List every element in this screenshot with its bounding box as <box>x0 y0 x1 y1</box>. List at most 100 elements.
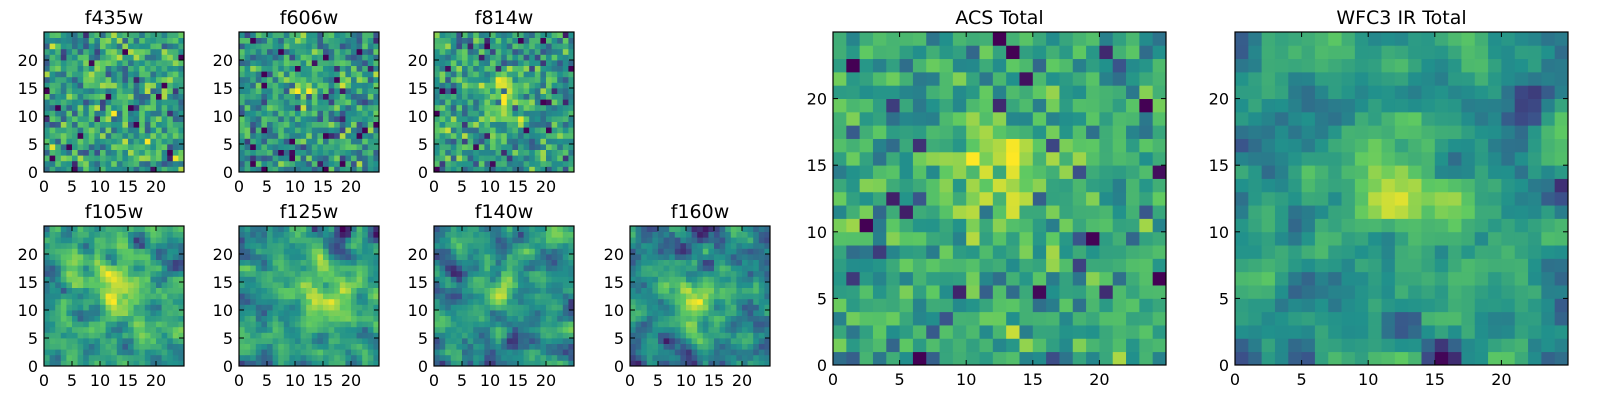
heatmap-cell <box>334 160 341 167</box>
heatmap-cell <box>630 349 636 356</box>
heatmap-cell <box>456 37 463 44</box>
heatmap-cell <box>116 65 123 72</box>
heatmap-cell <box>161 54 168 61</box>
heatmap-cell <box>156 32 162 38</box>
heatmap-cell <box>328 248 335 255</box>
heatmap-cell <box>178 276 185 283</box>
heatmap-cell <box>328 265 335 272</box>
x-tick-label: 10 <box>285 177 305 196</box>
heatmap-cell <box>708 282 715 288</box>
heatmap-cell <box>445 293 452 300</box>
heatmap-cell <box>66 276 73 283</box>
heatmap-cell <box>105 43 112 50</box>
heatmap-cell <box>345 360 352 367</box>
heatmap-cell <box>512 71 519 78</box>
heatmap-cell <box>334 88 341 94</box>
heatmap-cell <box>658 349 664 356</box>
heatmap-cell <box>244 76 251 83</box>
heatmap-cell <box>512 265 519 272</box>
heatmap-cell <box>105 276 112 283</box>
heatmap-cell <box>323 259 329 266</box>
heatmap-cell <box>714 321 720 328</box>
heatmap-cell <box>562 259 569 266</box>
heatmap-cell <box>306 43 313 50</box>
heatmap-cell <box>658 332 664 339</box>
heatmap-cell <box>362 166 369 173</box>
heatmap-cell <box>83 248 90 255</box>
heatmap-cell <box>88 160 95 167</box>
heatmap-cell <box>551 76 558 83</box>
heatmap-cell <box>467 310 474 316</box>
heatmap-cell <box>484 127 491 134</box>
heatmap-cell <box>534 99 541 106</box>
heatmap-cell <box>473 315 480 322</box>
heatmap-cell <box>267 48 273 55</box>
heatmap-cell <box>1152 258 1167 273</box>
heatmap-cell <box>289 360 296 367</box>
heatmap-cell <box>686 354 692 361</box>
heatmap-cell <box>328 166 335 173</box>
heatmap-cell <box>345 127 352 134</box>
heatmap-cell <box>133 104 140 111</box>
heatmap-cell <box>367 110 374 117</box>
heatmap-cell <box>562 71 569 78</box>
heatmap-cell <box>551 32 558 38</box>
heatmap-cell <box>100 282 106 288</box>
heatmap-cell <box>278 310 285 316</box>
heatmap-cell <box>255 248 262 255</box>
heatmap-cell <box>323 37 329 44</box>
heatmap-cell <box>122 265 129 272</box>
heatmap-cell <box>518 259 524 266</box>
heatmap-cell <box>116 116 123 122</box>
heatmap-cell <box>456 88 463 94</box>
x-tick-label: 0 <box>234 371 244 390</box>
heatmap-cell <box>72 332 78 339</box>
heatmap-cell <box>94 65 101 72</box>
heatmap-cell <box>49 259 56 266</box>
heatmap-cell <box>328 32 335 38</box>
heatmap-cell <box>144 326 151 333</box>
heatmap-cell <box>635 259 642 266</box>
heatmap-cell <box>116 110 123 117</box>
heatmap-cell <box>49 332 56 339</box>
heatmap-cell <box>60 287 67 294</box>
heatmap-cell <box>83 32 90 38</box>
heatmap-cell <box>328 93 335 100</box>
heatmap-cell <box>1152 178 1167 193</box>
heatmap-cell <box>66 160 73 167</box>
heatmap-cell <box>77 88 84 94</box>
heatmap-cell <box>144 338 151 344</box>
heatmap-cell <box>512 43 519 50</box>
heatmap-cell <box>261 237 268 244</box>
heatmap-cell <box>267 360 273 367</box>
heatmap-cell <box>306 132 313 139</box>
heatmap-cell <box>55 155 62 162</box>
heatmap-cell <box>72 110 78 117</box>
heatmap-cell <box>373 343 380 350</box>
heatmap-cell <box>317 265 324 272</box>
heatmap-cell <box>495 144 502 150</box>
heatmap-cell <box>60 37 67 44</box>
heatmap-cell <box>1152 271 1167 286</box>
heatmap-cell <box>351 231 357 238</box>
heatmap-cell <box>133 349 140 356</box>
heatmap-cell <box>859 218 874 233</box>
heatmap-cell <box>490 48 496 55</box>
heatmap-cell <box>161 315 168 322</box>
heatmap-cell <box>289 338 296 344</box>
heatmap-cell <box>450 231 457 238</box>
heatmap-cell <box>725 231 732 238</box>
heatmap-cell <box>674 270 681 277</box>
heatmap-cell <box>456 343 463 350</box>
heatmap-cell <box>317 155 324 162</box>
heatmap-cell <box>345 248 352 255</box>
heatmap-cell <box>714 343 720 350</box>
heatmap-cell <box>49 88 56 94</box>
heatmap-cell <box>674 259 681 266</box>
heatmap-cell <box>150 270 157 277</box>
heatmap-cell <box>652 237 659 244</box>
heatmap-cell <box>630 298 636 305</box>
heatmap-cell <box>362 226 369 232</box>
heatmap-cell <box>730 321 737 328</box>
